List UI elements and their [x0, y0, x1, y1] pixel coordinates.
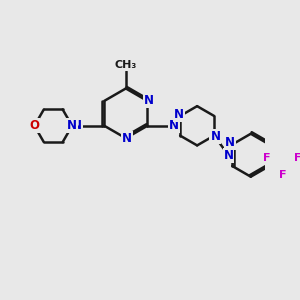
Text: N: N: [174, 108, 184, 121]
Text: F: F: [263, 153, 271, 163]
Text: N: N: [144, 94, 154, 107]
Text: F: F: [279, 169, 286, 180]
Text: N: N: [122, 132, 132, 145]
Text: N: N: [169, 119, 178, 132]
Text: N: N: [224, 149, 233, 162]
Text: N: N: [72, 119, 82, 132]
Text: N: N: [210, 130, 220, 143]
Text: F: F: [294, 153, 300, 163]
Text: O: O: [29, 119, 39, 132]
Text: CH₃: CH₃: [115, 60, 137, 70]
Text: N: N: [67, 119, 77, 132]
Text: N: N: [225, 136, 235, 149]
